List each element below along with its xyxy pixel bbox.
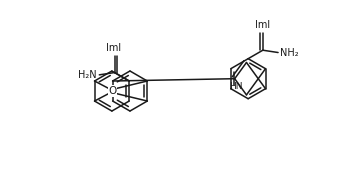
Text: NH₂: NH₂ <box>280 48 299 58</box>
Text: HN: HN <box>229 82 243 91</box>
Text: O: O <box>108 86 116 96</box>
Text: Iml: Iml <box>255 20 270 30</box>
Text: Iml: Iml <box>106 43 121 52</box>
Text: H₂N: H₂N <box>78 70 97 80</box>
